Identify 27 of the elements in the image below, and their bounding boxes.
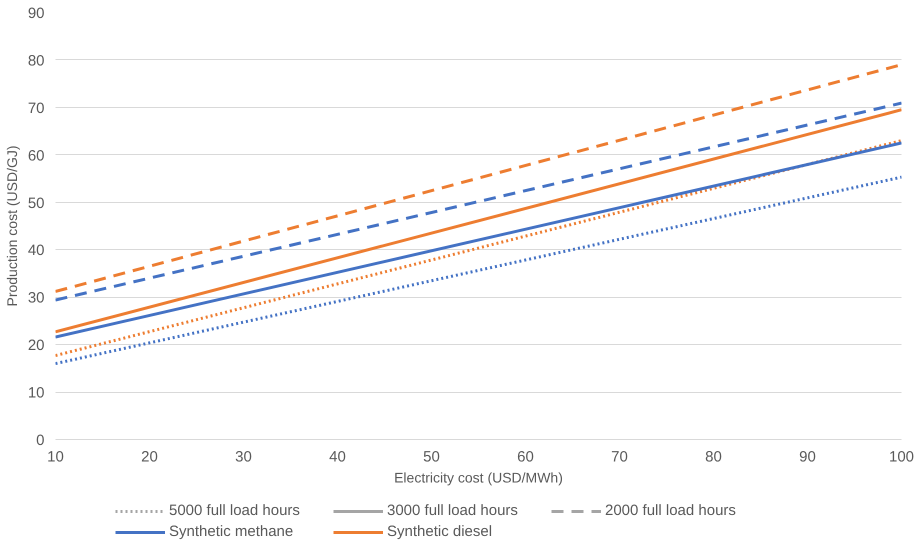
y-tick-label: 70 — [28, 100, 45, 117]
y-tick-label: 80 — [28, 52, 45, 70]
y-tick-label: 0 — [36, 432, 44, 449]
x-tick-label: 100 — [888, 448, 914, 466]
x-tick-label: 90 — [799, 448, 816, 466]
legend-label: Synthetic methane — [169, 523, 294, 540]
x-tick-label: 80 — [705, 448, 722, 466]
y-tick-label: 90 — [28, 5, 45, 22]
x-tick-label: 40 — [329, 448, 346, 466]
x-tick-label: 60 — [517, 448, 534, 466]
x-tick-label: 50 — [423, 448, 440, 466]
x-tick-label: 30 — [235, 448, 252, 466]
x-axis-title: Electricity cost (USD/MWh) — [394, 470, 563, 486]
legend-label: 2000 full load hours — [605, 502, 737, 519]
y-tick-label: 60 — [28, 147, 45, 164]
x-tick-label: 70 — [611, 448, 628, 466]
y-tick-label: 50 — [28, 194, 45, 212]
x-tick-label: 20 — [141, 448, 158, 466]
legend-label: 3000 full load hours — [387, 502, 519, 519]
x-tick-label: 10 — [47, 448, 64, 466]
y-axis-title: Production cost (USD/GJ) — [4, 145, 20, 307]
legend-label: Synthetic diesel — [387, 523, 494, 540]
legend-label: 5000 full load hours — [169, 502, 301, 519]
y-tick-label: 40 — [28, 242, 45, 260]
y-tick-label: 20 — [28, 337, 45, 354]
y-tick-label: 10 — [28, 384, 45, 402]
y-tick-label: 30 — [28, 290, 45, 307]
